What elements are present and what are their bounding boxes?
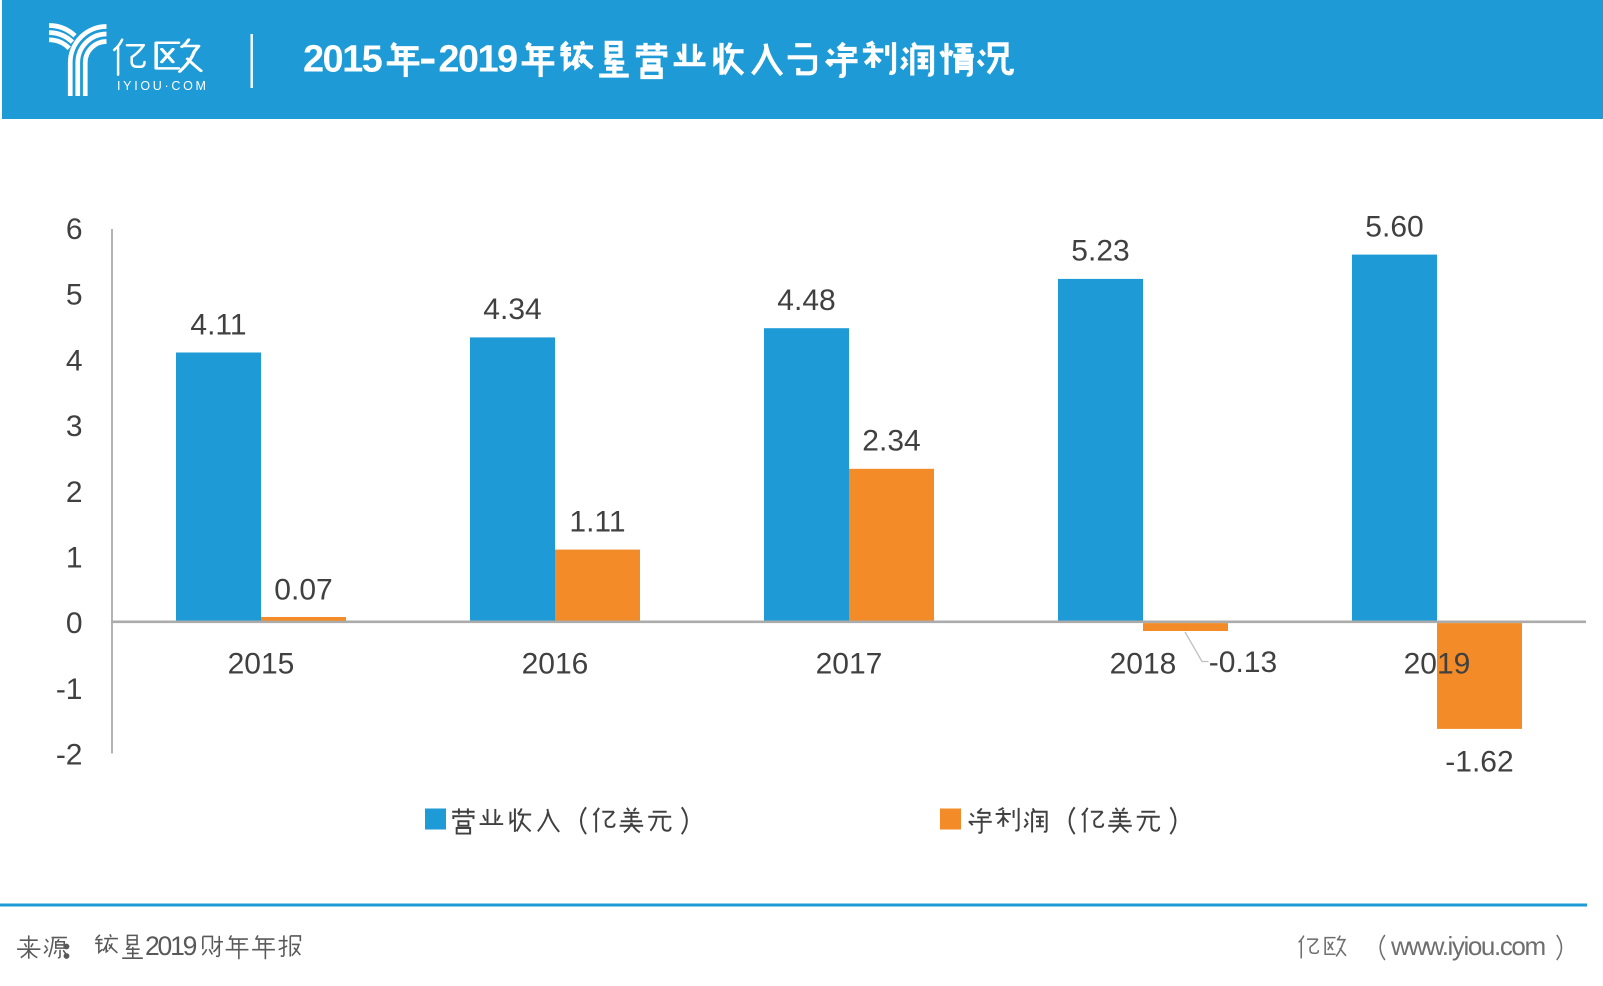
svg-text:3: 3 [66, 410, 83, 443]
svg-text:5.23: 5.23 [1071, 235, 1129, 268]
svg-text:-0.13: -0.13 [1209, 646, 1277, 679]
svg-text:0.07: 0.07 [274, 574, 332, 607]
svg-text:2019: 2019 [438, 39, 517, 81]
svg-text:2015: 2015 [228, 647, 295, 680]
svg-text:5.60: 5.60 [1365, 210, 1423, 243]
svg-text:2017: 2017 [816, 647, 883, 680]
svg-text:2015: 2015 [303, 39, 383, 81]
svg-text:4.11: 4.11 [190, 308, 246, 341]
svg-text:2: 2 [66, 476, 83, 509]
svg-text:-1: -1 [56, 673, 83, 706]
svg-text:2018: 2018 [1110, 647, 1177, 680]
svg-text:1.11: 1.11 [569, 505, 625, 538]
svg-text:0: 0 [66, 607, 83, 640]
svg-text:-2: -2 [56, 739, 83, 772]
svg-text:-1.62: -1.62 [1445, 746, 1513, 779]
svg-text:4.48: 4.48 [777, 284, 835, 317]
svg-text:4: 4 [66, 344, 83, 377]
svg-text:2.34: 2.34 [862, 425, 920, 458]
svg-text:IYIOU·COM: IYIOU·COM [117, 79, 209, 93]
svg-text:6: 6 [66, 213, 83, 246]
svg-text:2019: 2019 [1404, 647, 1471, 680]
svg-text:www.iyiou.com: www.iyiou.com [1390, 931, 1545, 961]
svg-text:1: 1 [66, 542, 83, 575]
svg-text:2016: 2016 [522, 647, 589, 680]
svg-text:5: 5 [66, 279, 83, 312]
svg-text:2019: 2019 [145, 931, 197, 961]
svg-text:4.34: 4.34 [483, 293, 541, 326]
